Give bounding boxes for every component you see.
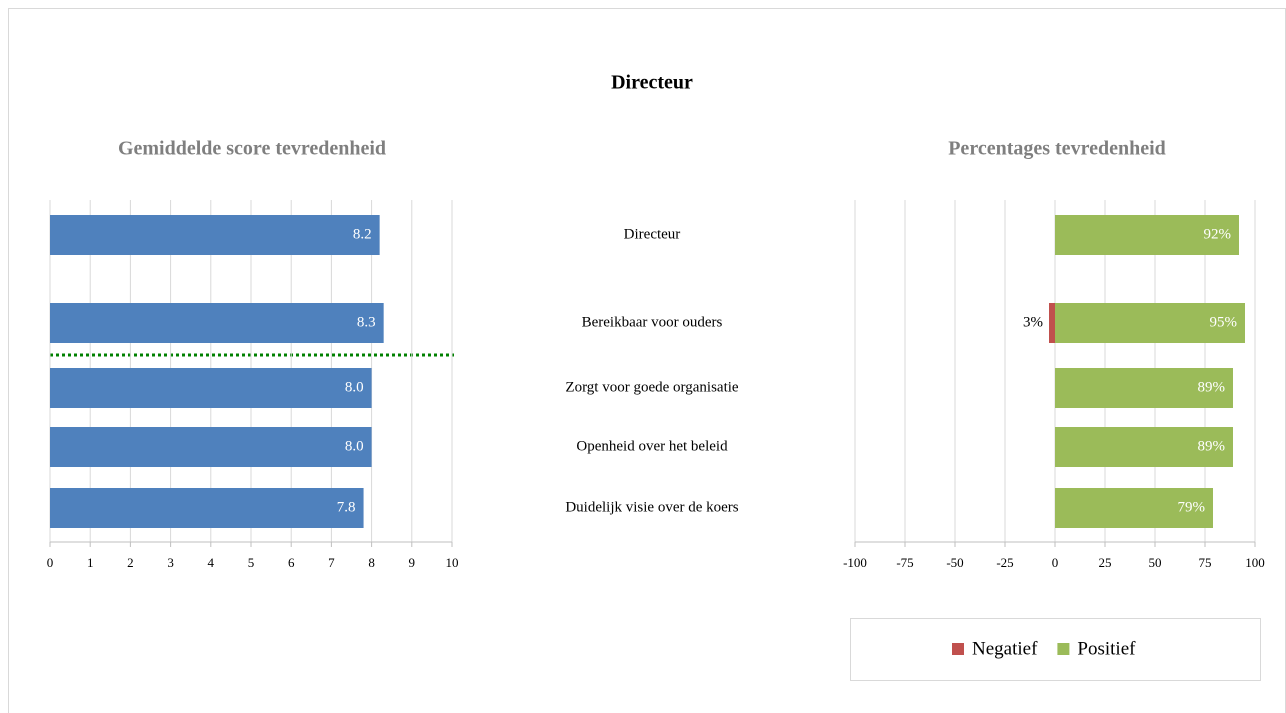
category-label: Zorgt voor goede organisatie	[565, 379, 738, 395]
bar	[50, 368, 372, 408]
bar	[50, 427, 372, 467]
x-tick-label: 3	[167, 555, 174, 570]
chart-border	[8, 8, 1286, 713]
value-label: 8.0	[345, 379, 364, 395]
bar	[50, 215, 380, 255]
x-tick-label: 5	[248, 555, 255, 570]
x-tick-label: 4	[208, 555, 215, 570]
value-label: 92%	[1204, 226, 1232, 242]
right-chart-title: Percentages tevredenheid	[948, 138, 1166, 160]
category-label: Directeur	[624, 226, 681, 242]
x-tick-label: 2	[127, 555, 134, 570]
value-label: 7.8	[337, 499, 356, 515]
legend-swatch	[952, 643, 964, 655]
legend-swatch	[1057, 643, 1070, 655]
x-tick-label: 75	[1199, 555, 1212, 570]
x-tick-label: 100	[1245, 555, 1265, 570]
chart-title: Directeur	[611, 72, 693, 94]
value-label: 79%	[1178, 499, 1206, 515]
bar	[1055, 427, 1233, 467]
x-tick-label: -100	[843, 555, 867, 570]
x-tick-label: 9	[409, 555, 416, 570]
legend-label: Negatief	[972, 638, 1038, 659]
value-label: 89%	[1198, 438, 1226, 454]
bar	[1055, 215, 1239, 255]
value-label: 8.3	[357, 314, 376, 330]
x-tick-label: 8	[368, 555, 375, 570]
bar	[1049, 303, 1055, 343]
bar	[1055, 368, 1233, 408]
x-tick-label: 25	[1099, 555, 1112, 570]
x-tick-label: -50	[946, 555, 963, 570]
x-tick-label: -75	[896, 555, 913, 570]
x-tick-label: 10	[446, 555, 459, 570]
category-label: Duidelijk visie over de koers	[565, 499, 738, 515]
bar	[1055, 303, 1245, 343]
legend-label: Positief	[1077, 638, 1136, 659]
x-tick-label: 0	[47, 555, 54, 570]
bar	[50, 303, 384, 343]
legend-box	[850, 618, 1261, 681]
x-tick-label: 6	[288, 555, 295, 570]
category-label: Openheid over het beleid	[576, 438, 728, 454]
value-label: 8.2	[353, 226, 372, 242]
category-label: Bereikbaar voor ouders	[582, 314, 723, 330]
x-tick-label: -25	[996, 555, 1013, 570]
value-label: 3%	[1023, 314, 1043, 330]
bar	[50, 488, 364, 528]
value-label: 95%	[1210, 314, 1238, 330]
value-label: 89%	[1198, 379, 1226, 395]
bar	[1055, 488, 1213, 528]
value-label: 8.0	[345, 438, 364, 454]
left-chart-title: Gemiddelde score tevredenheid	[118, 138, 386, 160]
x-tick-label: 50	[1149, 555, 1162, 570]
x-tick-label: 7	[328, 555, 335, 570]
x-tick-label: 0	[1052, 555, 1059, 570]
x-tick-label: 1	[87, 555, 94, 570]
